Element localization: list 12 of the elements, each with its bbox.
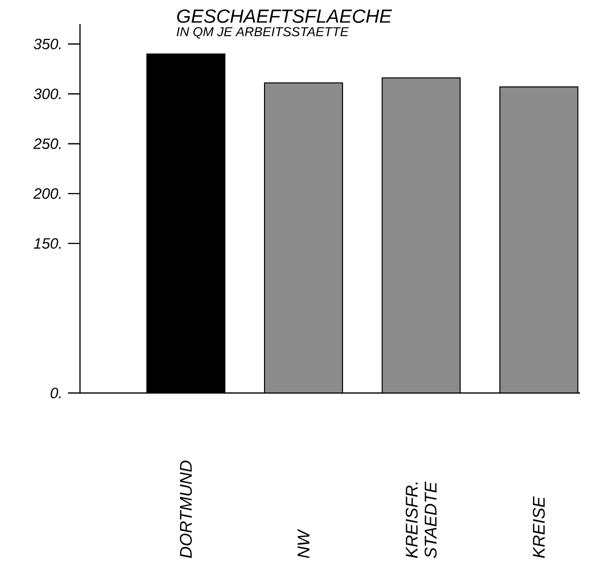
x-tick-label: KREISE xyxy=(532,496,545,558)
x-tick-label: NW xyxy=(298,528,310,558)
y-tick-label: 350. xyxy=(34,38,61,50)
chart-subtitle: IN QM JE ARBEITSSTAETTE xyxy=(176,27,349,39)
y-tick-label: 0. xyxy=(50,388,61,398)
y-tick-label: 250. xyxy=(33,138,61,149)
chart-title: GESCHAEFTSFLAECHE xyxy=(177,9,392,23)
y-tick-label: 200. xyxy=(33,188,61,199)
y-tick-label: 150. xyxy=(34,238,61,249)
x-tick-label: KREISFR. STAEDTE xyxy=(406,482,437,558)
y-tick-label: 300. xyxy=(34,88,61,100)
x-tick-label: DORTMUND xyxy=(180,460,192,558)
